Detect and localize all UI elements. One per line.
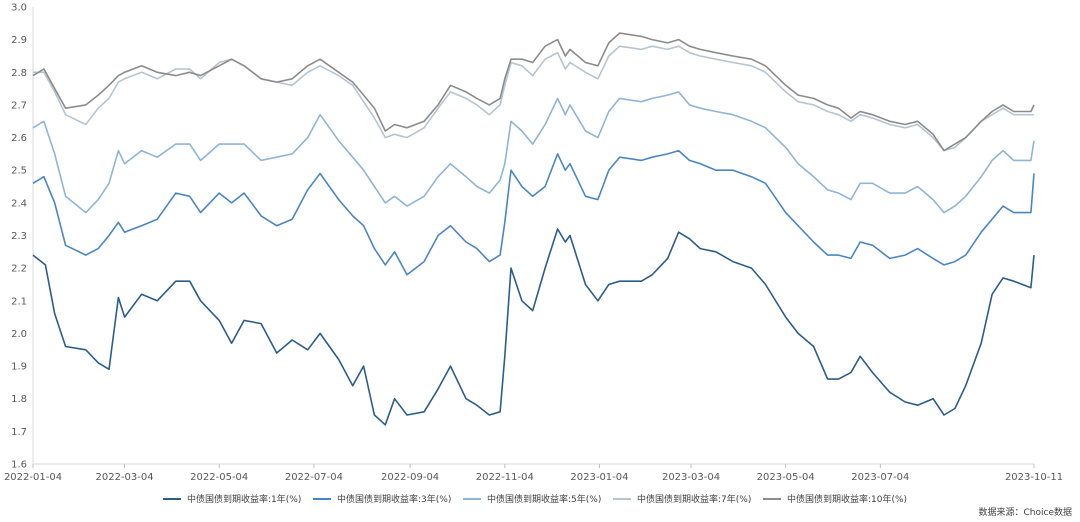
y-tick-label: 1.9 — [11, 362, 27, 373]
y-tick-label: 2.7 — [11, 100, 27, 111]
yield-line-chart: 1.6 1.7 1.8 1.9 2.0 2.1 2.2 2.3 2.4 2.5 2.6 2.7 2.8 2… — [4, 3, 1063, 484]
y-tick-label: 1.6 — [11, 460, 27, 471]
y-tick-label: 1.7 — [11, 427, 27, 438]
y-axis: 1.6 1.7 1.8 1.9 2.0 2.1 2.2 2.3 2.4 2.5 2.6 2.7 2.8 2… — [11, 3, 34, 471]
y-tick-label: 2.1 — [11, 296, 27, 307]
y-tick-label: 1.8 — [11, 394, 27, 405]
y-tick-label: 2.5 — [11, 166, 27, 177]
legend-item-5: 中债国债到期收益率:10年(%) — [763, 492, 907, 505]
y-tick-label: 2.8 — [11, 68, 27, 79]
series-line-1 — [32, 228, 1035, 426]
y-tick-label: 2.6 — [11, 133, 27, 144]
x-tick-label: 2022-03-04 — [96, 472, 154, 483]
x-tick-label: 2022-01-04 — [4, 472, 62, 483]
y-tick-label: 2.4 — [11, 198, 27, 209]
x-tick-label: 2023-10-11 — [1005, 472, 1063, 483]
series-line-4 — [33, 45, 1034, 152]
y-tick-label: 2.9 — [11, 35, 27, 46]
legend-label: 中债国债到期收益率:5年(%) — [487, 495, 602, 505]
x-tick-label: 2022-07-04 — [285, 472, 343, 483]
y-tick-label: 2.0 — [11, 329, 27, 340]
x-tick-label: 2023-07-04 — [851, 472, 909, 483]
legend-label: 中债国债到期收益率:3年(%) — [337, 495, 452, 505]
y-tick-label: 2.2 — [11, 264, 27, 275]
legend-swatch — [463, 497, 481, 500]
x-tick-label: 2022-09-04 — [381, 472, 439, 483]
legend-label: 中债国债到期收益率:1年(%) — [187, 495, 302, 505]
x-tick-label: 2023-03-04 — [662, 472, 720, 483]
legend-item-3: 中债国债到期收益率:5年(%) — [463, 492, 601, 505]
series-lines — [32, 32, 1035, 426]
legend-swatch — [163, 497, 181, 500]
legend-label: 中债国债到期收益率:10年(%) — [787, 495, 908, 505]
y-tick-label: 2.3 — [11, 231, 27, 242]
data-source-note: 数据来源：Choice数据 — [978, 508, 1072, 518]
legend-item-4: 中债国债到期收益率:7年(%) — [613, 492, 751, 505]
y-tick-label: 3.0 — [11, 3, 27, 14]
series-line-5 — [32, 32, 1035, 152]
legend: 中债国债到期收益率:1年(%) 中债国债到期收益率:3年(%) 中债国债到期收益率:… — [0, 488, 1080, 508]
x-tick-label: 2023-01-04 — [570, 472, 628, 483]
x-axis: 2022-01-04 2022-03-04 2022-05-04 2022-07-04… — [4, 463, 1063, 483]
legend-label: 中债国债到期收益率:7年(%) — [637, 495, 752, 505]
x-tick-label: 2023-05-04 — [757, 472, 815, 483]
series-line-3 — [32, 91, 1035, 214]
x-tick-label: 2022-05-04 — [190, 472, 248, 483]
legend-swatch — [313, 497, 331, 500]
legend-swatch — [763, 497, 781, 500]
legend-item-1: 中债国债到期收益率:1年(%) — [163, 492, 301, 505]
series-line-2 — [32, 149, 1035, 276]
legend-item-2: 中债国债到期收益率:3年(%) — [313, 492, 451, 505]
x-tick-label: 2022-11-04 — [476, 472, 534, 483]
legend-swatch — [613, 497, 631, 500]
